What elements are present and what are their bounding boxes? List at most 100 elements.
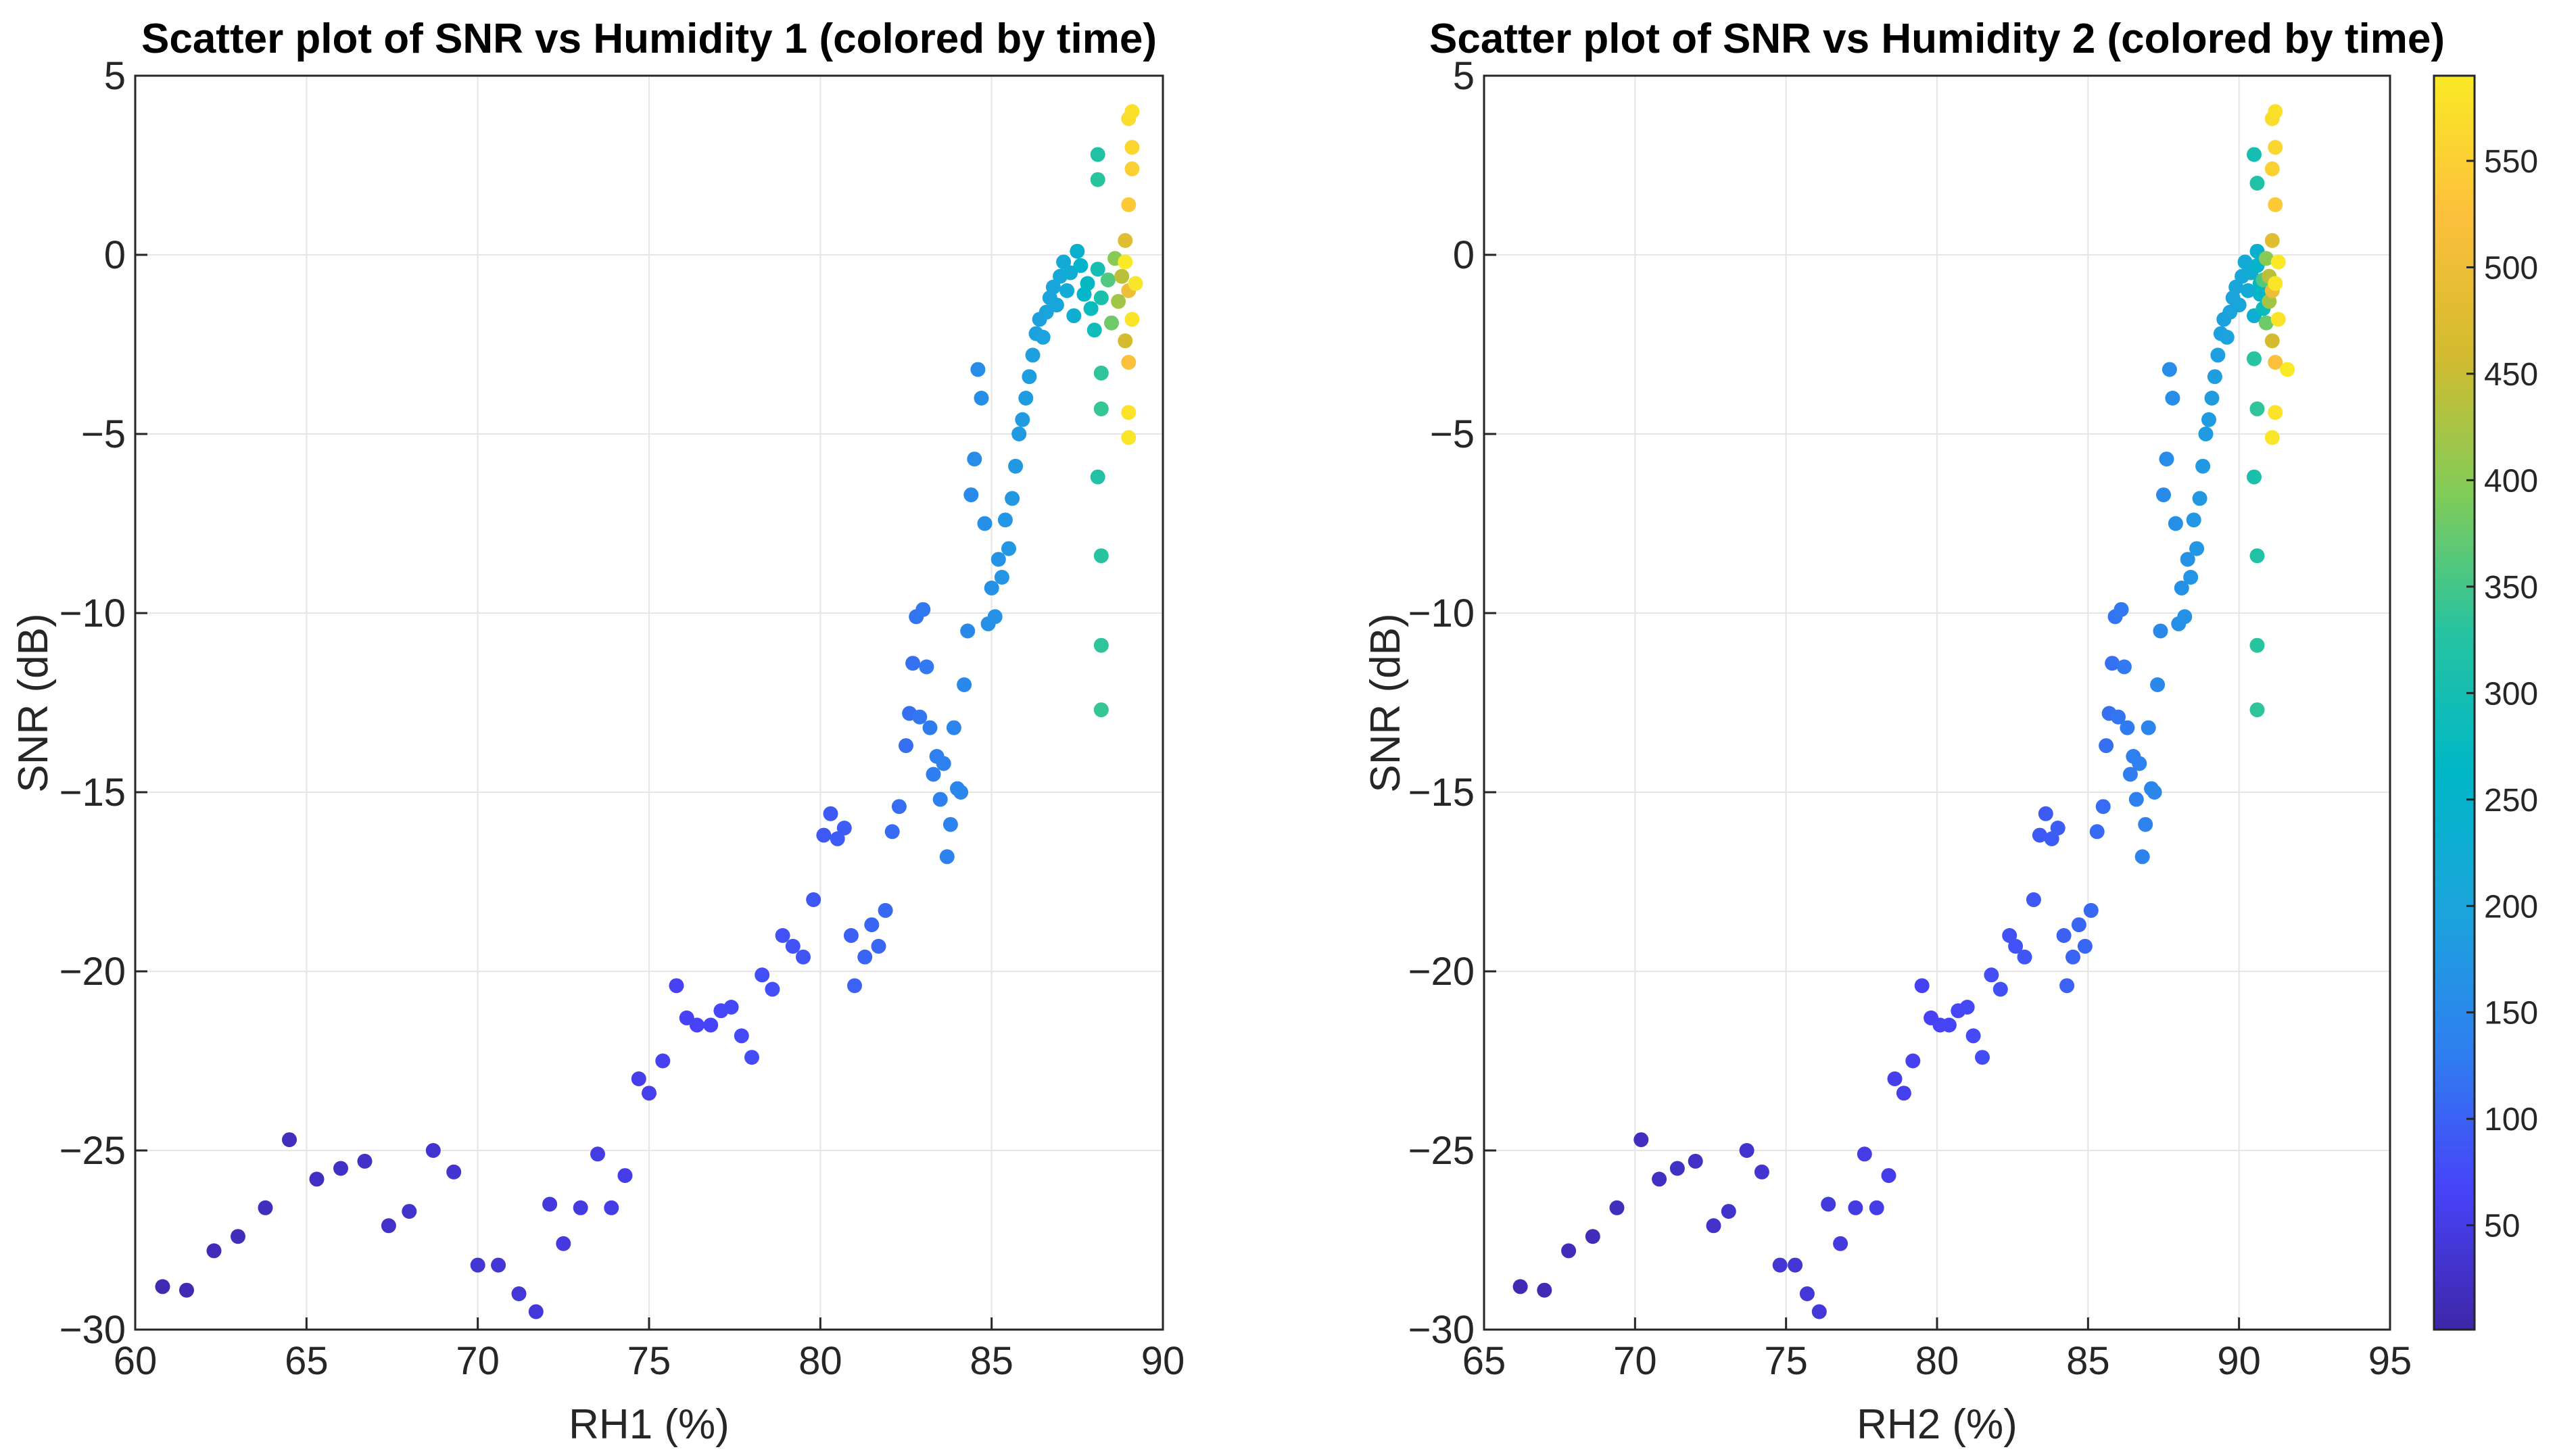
scatter-point — [1059, 283, 1075, 298]
scatter-point — [1124, 140, 1140, 155]
scatter-point — [1111, 293, 1126, 309]
right-scatter-points — [1512, 104, 2295, 1319]
scatter-point — [703, 1017, 719, 1033]
scatter-point — [919, 659, 934, 675]
colorbar-tick-label: 350 — [2484, 570, 2538, 606]
colorbar-tick-label: 300 — [2484, 676, 2538, 712]
x-tick-label: 60 — [114, 1339, 158, 1383]
colorbar-tick-label: 50 — [2484, 1209, 2520, 1244]
scatter-point — [1093, 401, 1109, 416]
scatter-point — [912, 709, 928, 725]
scatter-point — [857, 949, 873, 965]
scatter-point — [936, 756, 951, 771]
left-x-ticks: 60 65 70 75 80 85 90 — [114, 1317, 1185, 1383]
scatter-point — [1561, 1243, 1577, 1259]
scatter-point — [2095, 799, 2111, 815]
scatter-point — [1905, 1053, 1921, 1069]
scatter-point — [2195, 458, 2211, 474]
scatter-point — [1887, 1071, 1903, 1086]
scatter-point — [1721, 1204, 1736, 1219]
scatter-point — [1128, 276, 1143, 291]
scatter-point — [2210, 347, 2226, 363]
scatter-point — [2056, 928, 2072, 943]
scatter-point — [2268, 355, 2283, 370]
scatter-point — [2017, 949, 2032, 965]
scatter-point — [542, 1196, 558, 1212]
scatter-point — [2270, 312, 2286, 327]
scatter-point — [2268, 197, 2283, 212]
scatter-point — [2026, 892, 2041, 907]
scatter-point — [942, 817, 958, 832]
scatter-point — [1025, 347, 1041, 363]
scatter-point — [984, 580, 999, 596]
scatter-point — [1833, 1236, 1848, 1251]
scatter-point — [155, 1279, 170, 1294]
scatter-point — [1821, 1196, 1836, 1212]
scatter-point — [2099, 738, 2114, 754]
scatter-point — [785, 938, 801, 954]
scatter-point — [2162, 362, 2177, 377]
scatter-point — [816, 827, 832, 843]
scatter-point — [977, 516, 993, 531]
scatter-point — [997, 512, 1013, 528]
scatter-point — [734, 1028, 749, 1044]
colorbar-tick-label: 500 — [2484, 250, 2538, 286]
scatter-point — [847, 978, 862, 994]
y-tick-label: −5 — [81, 412, 126, 456]
scatter-point — [939, 849, 955, 865]
scatter-point — [231, 1229, 245, 1244]
scatter-point — [1537, 1282, 1552, 1298]
scatter-point — [1688, 1153, 1703, 1169]
scatter-point — [1959, 1000, 1975, 1015]
x-tick-label: 85 — [2066, 1339, 2110, 1383]
scatter-point — [1093, 637, 1109, 653]
colorbar-tick-label: 150 — [2484, 996, 2538, 1032]
scatter-point — [2186, 512, 2201, 528]
scatter-point — [381, 1218, 396, 1234]
scatter-point — [1881, 1168, 1896, 1184]
scatter-point — [2159, 452, 2174, 467]
scatter-point — [528, 1304, 544, 1319]
y-tick-label: 0 — [104, 233, 126, 277]
scatter-point — [2249, 401, 2265, 416]
scatter-point — [2008, 938, 2024, 954]
scatter-point — [1914, 978, 1930, 994]
scatter-point — [755, 967, 770, 983]
x-tick-label: 75 — [1764, 1339, 1808, 1383]
scatter-point — [2168, 516, 2183, 531]
scatter-point — [1965, 1028, 1981, 1044]
scatter-point — [1848, 1200, 1863, 1215]
scatter-point — [2241, 283, 2256, 298]
scatter-point — [1056, 254, 1072, 270]
scatter-point — [604, 1200, 619, 1215]
scatter-point — [884, 824, 900, 840]
scatter-point — [2192, 491, 2207, 506]
y-tick-label: −15 — [1408, 771, 1475, 815]
scatter-point — [2138, 817, 2153, 832]
scatter-point — [1121, 405, 1137, 420]
scatter-point — [1799, 1286, 1815, 1301]
scatter-point — [1018, 391, 1034, 406]
scatter-point — [1083, 301, 1099, 316]
scatter-point — [2116, 659, 2132, 675]
x-tick-label: 65 — [1462, 1339, 1506, 1383]
scatter-point — [744, 1050, 759, 1065]
scatter-point — [806, 892, 821, 907]
scatter-point — [1609, 1200, 1625, 1215]
y-tick-label: −25 — [59, 1129, 126, 1173]
y-tick-label: −20 — [1408, 950, 1475, 994]
scatter-point — [2264, 161, 2280, 176]
y-tick-label: −25 — [1408, 1129, 1475, 1173]
scatter-point — [1022, 369, 1037, 385]
scatter-point — [2270, 254, 2286, 270]
scatter-point — [1633, 1132, 1649, 1148]
left-scatter-panel: 60 65 70 75 80 85 90 −30 −25 −20 −15 −10 −5 0 5 Scatt… — [10, 16, 1185, 1448]
scatter-point — [2264, 333, 2280, 349]
x-tick-label: 95 — [2368, 1339, 2412, 1383]
scatter-point — [1035, 329, 1051, 345]
scatter-point — [590, 1146, 605, 1162]
y-tick-label: 0 — [1453, 233, 1475, 277]
left-y-ticks: −30 −25 −20 −15 −10 −5 0 5 — [59, 54, 147, 1352]
scatter-point — [946, 720, 961, 735]
scatter-point — [1118, 254, 1133, 270]
